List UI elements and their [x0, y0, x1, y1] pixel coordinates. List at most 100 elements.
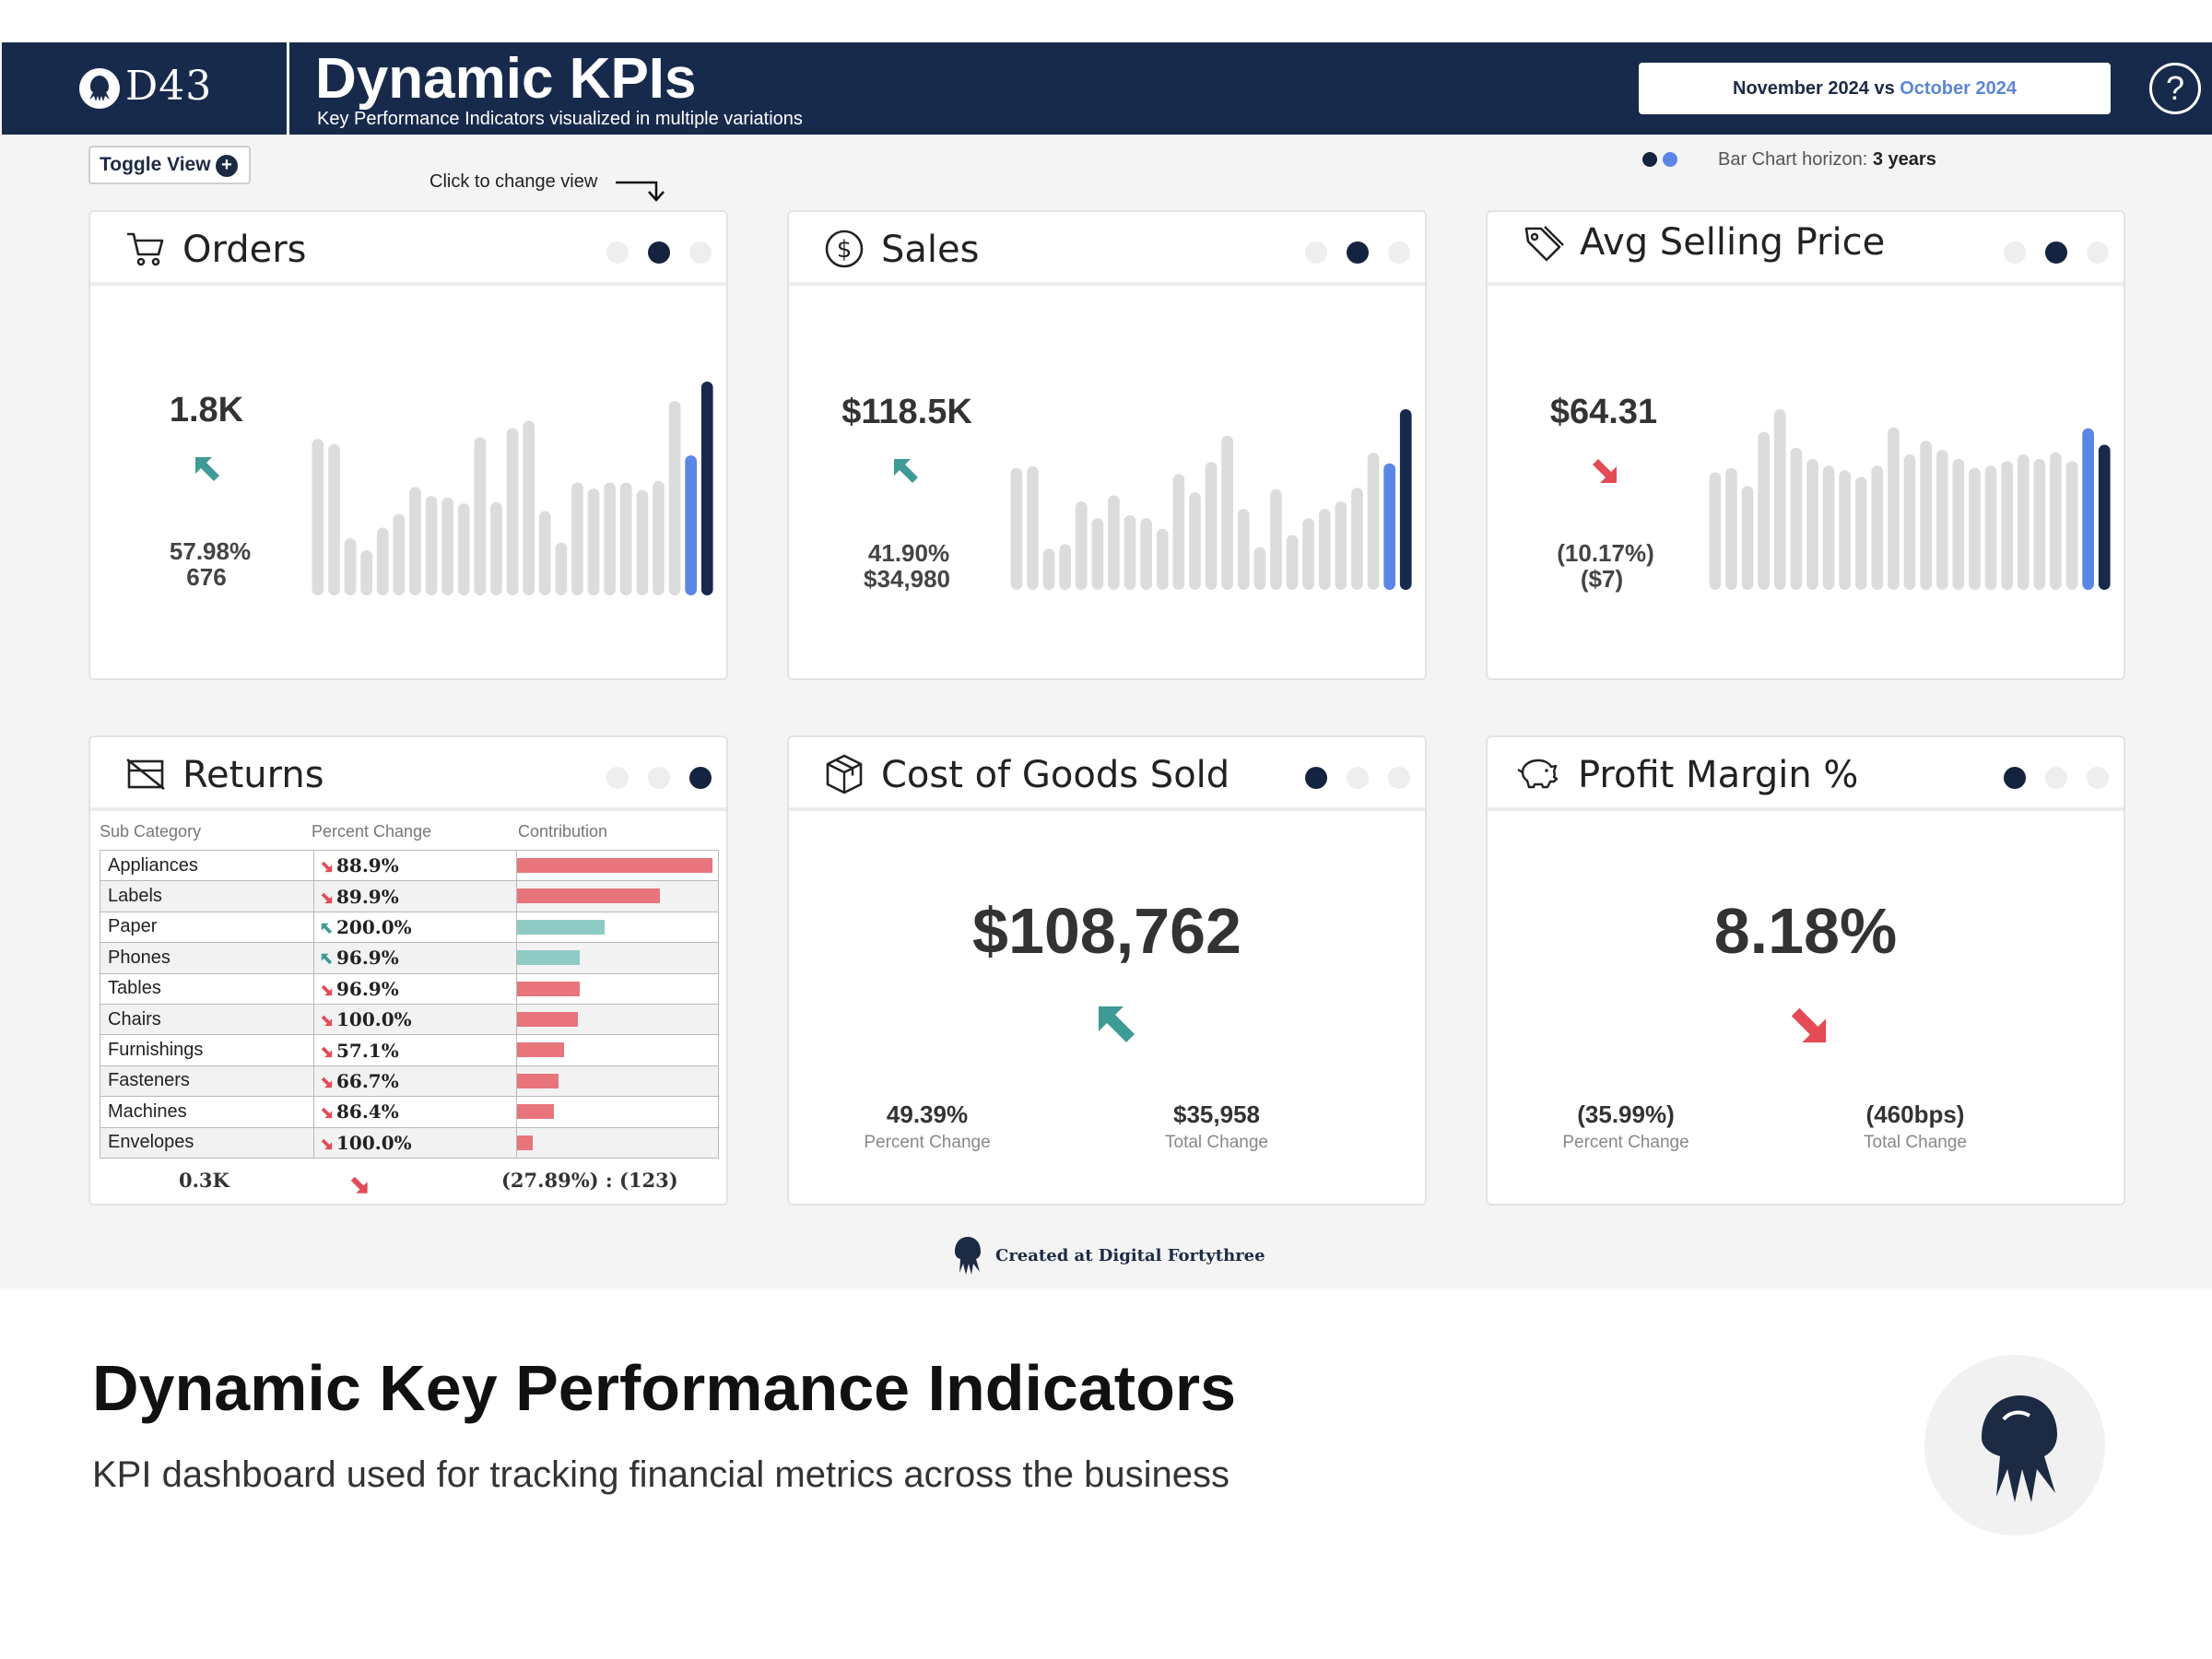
view-dot[interactable]	[2087, 767, 2109, 789]
contribution-bar[interactable]	[517, 1104, 554, 1120]
chart-bar[interactable]	[1237, 509, 1250, 590]
chart-bar[interactable]	[1969, 467, 1981, 590]
chart-bar[interactable]	[328, 443, 340, 595]
view-dot[interactable]	[2004, 241, 2026, 264]
chart-bar[interactable]	[2065, 461, 2078, 590]
asp-view-dots[interactable]	[1984, 241, 2109, 268]
table-row[interactable]: Machines 86.4%	[100, 1096, 719, 1128]
chart-bar[interactable]	[1010, 467, 1023, 590]
chart-bar[interactable]	[1205, 462, 1218, 590]
chart-bar[interactable]	[1124, 515, 1136, 590]
orders-view-dots[interactable]	[587, 241, 712, 268]
chart-bar[interactable]	[653, 480, 665, 595]
chart-bar[interactable]	[1952, 458, 1965, 590]
toggle-view-button[interactable]: Toggle View +	[88, 146, 251, 184]
chart-bar[interactable]	[1709, 472, 1722, 590]
contribution-bar[interactable]	[517, 919, 605, 935]
view-dot[interactable]	[606, 241, 629, 264]
chart-bar[interactable]	[1156, 528, 1169, 590]
chart-bar[interactable]	[490, 501, 502, 595]
chart-bar[interactable]	[360, 550, 372, 595]
contribution-bar[interactable]	[517, 888, 660, 904]
chart-bar[interactable]	[1399, 409, 1412, 590]
chart-bar[interactable]	[1871, 465, 1884, 590]
chart-bar[interactable]	[2033, 458, 2046, 590]
chart-bar[interactable]	[2050, 452, 2062, 590]
chart-bar[interactable]	[604, 482, 616, 596]
chart-bar[interactable]	[2017, 454, 2030, 590]
horizon-toggle[interactable]	[1642, 152, 1683, 171]
chart-bar[interactable]	[619, 482, 632, 596]
chart-bar[interactable]	[1075, 501, 1088, 590]
chart-bar[interactable]	[1741, 486, 1754, 590]
table-row[interactable]: Labels 89.9%	[100, 880, 719, 912]
chart-bar[interactable]	[700, 382, 713, 595]
chart-bar[interactable]	[1286, 535, 1299, 591]
chart-bar[interactable]	[571, 482, 583, 596]
chart-bar[interactable]	[474, 437, 487, 596]
view-dot[interactable]	[648, 241, 670, 264]
chart-bar[interactable]	[636, 489, 649, 595]
chart-bar[interactable]	[409, 487, 421, 595]
table-row[interactable]: Fasteners 66.7%	[100, 1065, 719, 1098]
view-dot[interactable]	[1305, 241, 1327, 264]
table-row[interactable]: Chairs 100.0%	[100, 1003, 719, 1036]
contribution-bar[interactable]	[517, 1011, 578, 1027]
table-row[interactable]: Phones 96.9%	[100, 942, 719, 974]
chart-bar[interactable]	[1140, 518, 1152, 590]
chart-bar[interactable]	[1936, 450, 1948, 590]
period-selector[interactable]: November 2024 vs October 2024	[1639, 63, 2111, 114]
table-row[interactable]: Furnishings 57.1%	[100, 1034, 719, 1066]
profit-view-dots[interactable]	[1984, 767, 2109, 794]
chart-bar[interactable]	[425, 496, 438, 595]
contribution-bar[interactable]	[517, 858, 712, 873]
chart-bar[interactable]	[1725, 467, 1737, 590]
chart-bar[interactable]	[1888, 427, 1900, 590]
chart-bar[interactable]	[457, 503, 470, 595]
chart-bar[interactable]	[1854, 477, 1867, 591]
view-dot[interactable]	[1388, 767, 1410, 789]
view-dot[interactable]	[2087, 241, 2109, 264]
cogs-view-dots[interactable]	[1286, 767, 1410, 794]
chart-bar[interactable]	[1806, 458, 1818, 590]
chart-bar[interactable]	[1822, 465, 1835, 590]
chart-bar[interactable]	[668, 401, 681, 595]
chart-bar[interactable]	[555, 542, 568, 595]
chart-bar[interactable]	[538, 511, 551, 596]
chart-bar[interactable]	[1903, 454, 1916, 590]
view-dot[interactable]	[2045, 767, 2067, 789]
table-row[interactable]: Appliances 88.9%	[100, 849, 719, 882]
view-dot[interactable]	[2045, 241, 2067, 264]
chart-bar[interactable]	[1302, 518, 1314, 590]
chart-bar[interactable]	[2082, 428, 2094, 590]
chart-bar[interactable]	[1253, 547, 1266, 590]
returns-view-dots[interactable]	[587, 767, 712, 794]
chart-bar[interactable]	[1758, 431, 1770, 591]
contribution-bar[interactable]	[517, 950, 580, 966]
chart-bar[interactable]	[1189, 492, 1201, 590]
chart-bar[interactable]	[523, 420, 535, 596]
view-dot[interactable]	[1347, 241, 1369, 264]
chart-bar[interactable]	[1270, 488, 1282, 590]
chart-bar[interactable]	[1773, 409, 1786, 590]
chart-bar[interactable]	[1351, 488, 1363, 590]
chart-bar[interactable]	[1790, 447, 1803, 590]
view-dot[interactable]	[648, 767, 670, 789]
chart-bar[interactable]	[393, 513, 406, 595]
chart-bar[interactable]	[2001, 461, 2013, 590]
chart-bar[interactable]	[376, 527, 389, 596]
horizon-dot-3y[interactable]	[1642, 152, 1657, 167]
chart-bar[interactable]	[1059, 544, 1071, 590]
chart-bar[interactable]	[1367, 453, 1380, 590]
chart-bar[interactable]	[344, 537, 357, 595]
view-dot[interactable]	[1347, 767, 1369, 789]
chart-bar[interactable]	[312, 439, 324, 595]
contribution-bar[interactable]	[517, 1073, 559, 1088]
table-row[interactable]: Tables 96.9%	[100, 972, 719, 1005]
chart-bar[interactable]	[1091, 518, 1104, 590]
chart-bar[interactable]	[1383, 463, 1395, 590]
sales-view-dots[interactable]	[1286, 241, 1410, 268]
view-dot[interactable]	[2004, 767, 2026, 789]
contribution-bar[interactable]	[517, 1042, 564, 1058]
chart-bar[interactable]	[685, 455, 697, 595]
